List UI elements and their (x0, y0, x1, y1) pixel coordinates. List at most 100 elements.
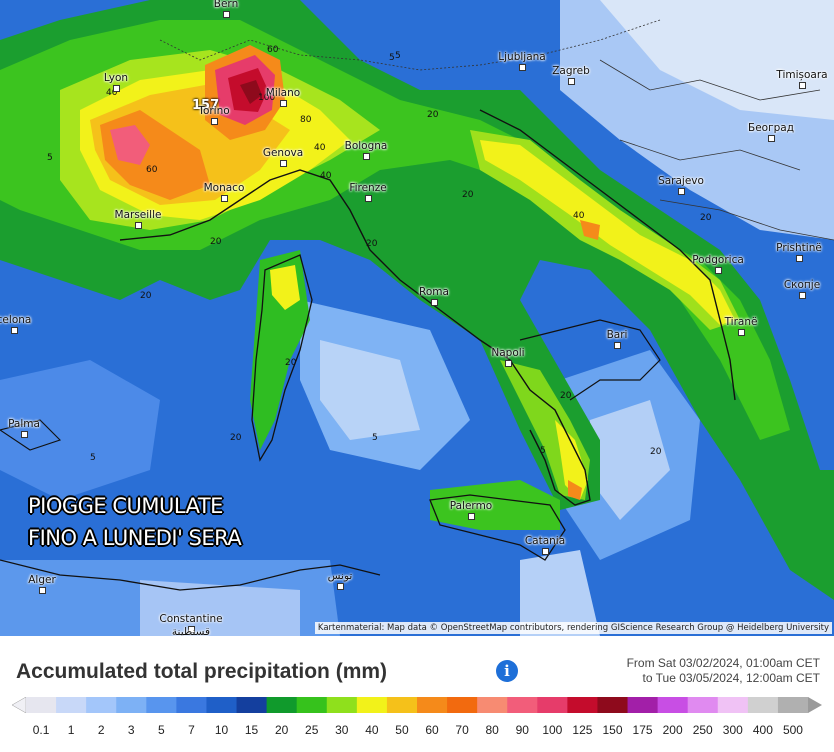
svg-text:5: 5 (90, 453, 96, 463)
scale-tick-label: 10 (214, 723, 229, 737)
city-marker (542, 548, 549, 555)
city-label: Palma (8, 418, 40, 430)
city-label: Скопје (783, 279, 821, 291)
city-marker (796, 255, 803, 262)
scale-tick-label: 125 (572, 723, 593, 737)
city-label: Torino (198, 105, 230, 117)
scale-tick-label: 250 (692, 723, 713, 737)
svg-text:20: 20 (560, 391, 572, 401)
city-marker (505, 360, 512, 367)
svg-text:5: 5 (47, 153, 53, 163)
scale-swatch (296, 697, 328, 713)
scale-tick-label: 40 (365, 723, 379, 737)
scale-swatch (537, 697, 568, 713)
svg-text:20: 20 (462, 190, 474, 200)
scale-tick-label: 60 (425, 723, 439, 737)
svg-text:20: 20 (285, 358, 297, 368)
city-marker (365, 195, 372, 202)
scale-swatch (146, 697, 177, 713)
city-marker (21, 431, 28, 438)
svg-text:60: 60 (267, 45, 279, 55)
city-marker (11, 327, 18, 334)
city-label: Firenze (349, 182, 387, 194)
svg-text:80: 80 (300, 115, 312, 125)
overlay-title-line1: PIOGGE CUMULATE (28, 494, 223, 518)
scale-tick-label: 70 (455, 723, 469, 737)
city-label: Napoli (491, 347, 525, 359)
svg-text:5: 5 (540, 446, 546, 456)
scale-tick-label: 20 (274, 723, 289, 737)
scale-tick-label: 50 (395, 723, 409, 737)
city-marker (188, 626, 195, 633)
svg-text:60: 60 (146, 165, 158, 175)
city-label: Podgorica (692, 254, 744, 266)
scale-tick-label: 3 (127, 723, 135, 737)
max-value-label: 157 (192, 98, 220, 113)
city-label: Bologna (344, 140, 388, 152)
svg-text:100: 100 (258, 93, 275, 103)
scale-swatch (176, 697, 207, 713)
scale-swatch (777, 697, 809, 713)
svg-text:20: 20 (700, 213, 712, 223)
city-label: تونس (327, 570, 353, 582)
scale-swatch (356, 697, 388, 713)
info-circle-icon[interactable]: i (496, 660, 518, 682)
scale-swatch (86, 697, 117, 713)
scale-tick-label: 175 (632, 723, 653, 737)
svg-text:40: 40 (320, 171, 332, 181)
map-attribution[interactable]: Kartenmaterial: Map data © OpenStreetMap… (314, 622, 832, 634)
scale-swatch (507, 697, 538, 713)
city-label: Tiranë (724, 316, 758, 328)
scale-swatch (326, 697, 358, 713)
scale-tick-label: 1 (67, 723, 75, 737)
scale-swatch (236, 697, 268, 713)
city-label: Београд (748, 122, 794, 134)
scale-tick-label: 5 (158, 723, 165, 737)
svg-text:20: 20 (230, 433, 242, 443)
city-label: Ljubljana (498, 51, 546, 63)
city-marker (280, 160, 287, 167)
scale-tick-label: 30 (335, 723, 349, 737)
precipitation-map[interactable]: 5 40 60 100 80 40 20 20 5 20 40 60 40 20 5 20 20 5 2… (0, 0, 834, 636)
svg-text:20: 20 (210, 237, 222, 247)
city-marker (431, 299, 438, 306)
city-marker (678, 188, 685, 195)
scale-swatch (717, 697, 749, 713)
scale-swatch (747, 697, 779, 713)
city-label: Zagreb (552, 65, 590, 77)
scale-swatch (266, 697, 298, 713)
city-marker (113, 85, 120, 92)
city-label: Constantine (159, 613, 223, 625)
scale-tick-label: 90 (515, 723, 529, 737)
city-marker (519, 64, 526, 71)
scale-swatch (26, 697, 57, 713)
scale-arrow-left (12, 697, 27, 713)
scale-tick-label: 300 (722, 723, 743, 737)
city-marker (799, 292, 806, 299)
scale-swatch (657, 697, 689, 713)
svg-text:20: 20 (427, 110, 439, 120)
city-marker (39, 587, 46, 594)
scale-tick-label: 15 (244, 723, 259, 737)
scale-tick-label: 0.1 (32, 723, 50, 737)
city-label: Monaco (203, 182, 245, 194)
city-label: Prishtinë (776, 242, 822, 254)
city-marker (768, 135, 775, 142)
legend-title: Accumulated total precipitation (mm) (16, 660, 388, 683)
city-label: Bari (606, 329, 628, 341)
svg-text:5: 5 (395, 51, 401, 61)
scale-swatch (206, 697, 238, 713)
city-marker (221, 195, 228, 202)
city-label: Catania (524, 535, 566, 547)
city-label: Roma (419, 286, 449, 298)
scale-swatch (386, 697, 418, 713)
scale-tick-label: 100 (542, 723, 563, 737)
scale-tick-label: 150 (602, 723, 623, 737)
scale-tick-label: 7 (188, 723, 195, 737)
city-marker (568, 78, 575, 85)
city-label: Genova (262, 147, 304, 159)
map-field: 5 40 60 100 80 40 20 20 5 20 40 60 40 20 5 20 20 5 2… (0, 0, 834, 636)
scale-swatch (116, 697, 147, 713)
scale-swatch (567, 697, 598, 713)
city-label: قسنطينة (171, 626, 211, 636)
